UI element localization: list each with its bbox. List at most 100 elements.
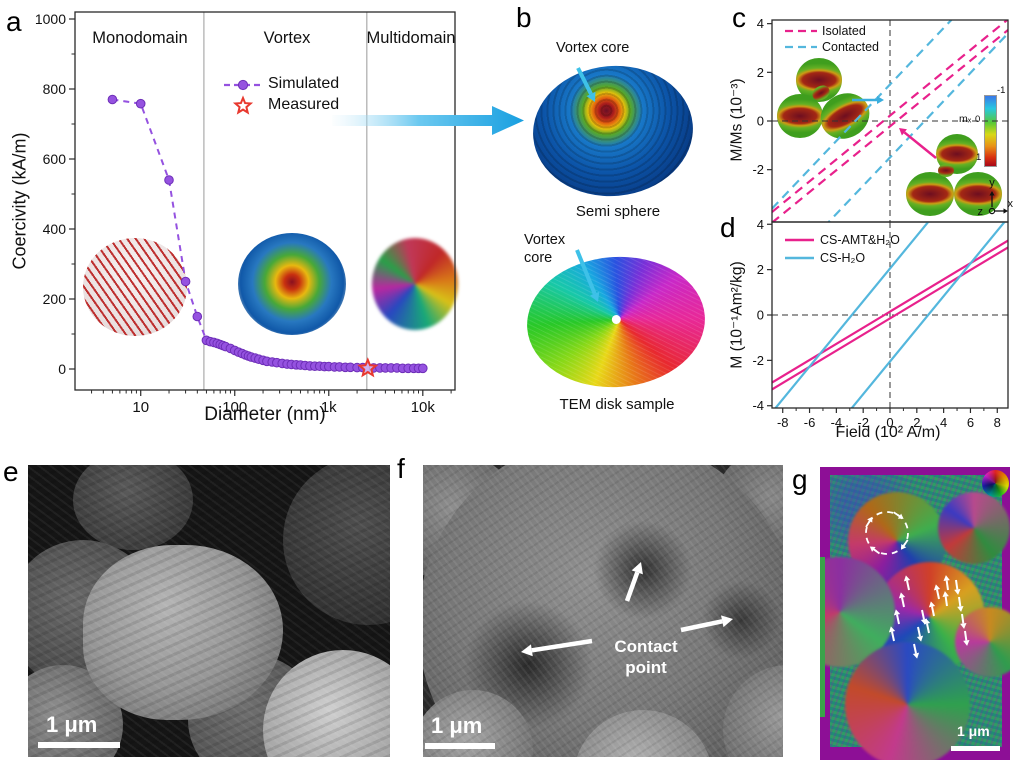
legend-cs-amt-label: CS-AMT&H₂O — [820, 233, 900, 247]
b-vortex-annotation-line1: Vortex — [524, 232, 566, 248]
simulated-point — [218, 340, 228, 351]
isolated-cluster-small-sphere — [938, 164, 954, 177]
b-semi-sphere-caption: Semi sphere — [575, 203, 661, 220]
region-label-multidomain: Multidomain — [366, 29, 456, 47]
panel-label-e: e — [3, 456, 19, 487]
a-y-tick-label: 600 — [43, 151, 67, 167]
simulated-point — [282, 359, 292, 369]
magnetic-domain-map-g — [820, 467, 1010, 760]
simulated-point — [340, 362, 351, 373]
series-line-d — [772, 239, 1008, 384]
simulated-point — [192, 311, 203, 322]
contact-point-spot — [593, 520, 693, 620]
f-contact-annotation-line1: Contact — [614, 637, 678, 656]
series-line-d — [774, 222, 930, 408]
a-y-tick-label: 400 — [43, 221, 67, 237]
simulated-point — [375, 363, 385, 373]
simulated-point — [295, 360, 306, 370]
simulated-point — [267, 357, 278, 367]
vortex-domain-circle — [845, 642, 970, 760]
simulated-point — [164, 175, 174, 185]
panel-label-b: b — [516, 2, 532, 33]
simulated-point — [277, 358, 288, 369]
c-y-tick-label: -2 — [752, 162, 764, 177]
c-y-tick-label: 4 — [757, 16, 764, 31]
colorbar-label: mₓ — [959, 113, 972, 125]
simulated-point — [408, 363, 419, 374]
a-x-tick-label: 10k — [411, 399, 436, 416]
f-contact-annotation-line2: point — [625, 658, 667, 677]
d-x-axis-label: Field (10² A/m) — [835, 424, 941, 441]
map-edge-strip — [820, 557, 825, 717]
simulated-point — [397, 363, 408, 374]
simulated-point — [258, 355, 268, 366]
legend-cs-h2o-label: CS-H₂O — [820, 251, 866, 265]
legend-measured-marker — [232, 95, 254, 115]
simulated-point — [358, 362, 368, 373]
semi-sphere-vortex-image — [527, 59, 699, 203]
legend-isolated-label: Isolated — [822, 24, 866, 38]
d-x-tick-label: 4 — [940, 415, 947, 430]
g-scale-label: 1 μm — [957, 723, 990, 739]
d-x-tick-label: 6 — [967, 415, 974, 430]
simulated-point — [286, 359, 297, 370]
multidomain-inset-image — [372, 238, 458, 330]
tem-disk-image — [522, 250, 710, 394]
d-y-tick-label: 4 — [757, 217, 764, 232]
measured-star-point — [357, 357, 379, 378]
simulated-point — [403, 363, 414, 374]
simulated-point — [413, 363, 424, 374]
d-x-tick-label: 8 — [994, 415, 1001, 430]
simulated-point — [310, 361, 320, 372]
simulated-point — [229, 345, 240, 356]
simulated-point — [319, 361, 330, 372]
simulated-point — [334, 362, 345, 372]
b-vortex-annotation-line2: core — [524, 250, 553, 266]
simulated-point — [135, 98, 146, 109]
sem-texture — [423, 465, 783, 757]
d-y-tick-label: 2 — [757, 262, 764, 277]
simulated-point — [250, 353, 260, 363]
d-y-tick-label: 0 — [757, 308, 764, 323]
vortex-domain-circle — [938, 492, 1010, 564]
monodomain-inset-image — [83, 238, 187, 336]
simulated-point — [305, 361, 315, 371]
e-scale-label: 1 μm — [46, 712, 98, 737]
sem-central-particle — [83, 545, 283, 720]
isolated-inset-arrow — [899, 128, 937, 159]
a-y-tick-label: 200 — [43, 291, 67, 307]
panel-label-f: f — [397, 453, 405, 484]
panel-label-a: a — [6, 6, 22, 37]
simulated-point — [291, 360, 302, 370]
d-y-tick-label: -2 — [752, 353, 764, 368]
panel-label-c: c — [732, 2, 746, 33]
simulated-point — [418, 363, 428, 374]
d-x-tick-label: -6 — [804, 415, 816, 430]
g-scale-bar — [951, 746, 1000, 751]
a-y-tick-label: 800 — [43, 81, 67, 97]
simulated-point — [215, 339, 225, 350]
simulated-point — [363, 362, 373, 373]
simulated-point — [240, 350, 251, 360]
d-plot-box — [771, 221, 1009, 409]
simulated-point — [314, 361, 325, 372]
simulated-point — [352, 362, 362, 373]
simulated-point — [392, 363, 402, 373]
series-line-d — [850, 222, 1006, 408]
region-label-monodomain: Monodomain — [92, 29, 188, 47]
region-label-vortex: Vortex — [263, 29, 311, 47]
isolated-cluster-sphere — [906, 172, 954, 216]
f-scale-label: 1 μm — [431, 713, 483, 738]
a-y-axis-label: Coercivity (kA/m) — [9, 132, 30, 270]
colorbar-bottom-tick: 1 — [976, 152, 982, 163]
simulated-point — [329, 362, 340, 372]
mx-colorbar — [984, 95, 997, 167]
colorbar-top-tick: -1 — [997, 85, 1006, 96]
simulated-point — [272, 357, 282, 368]
c-y-tick-label: 0 — [757, 114, 764, 129]
swirl-texture — [527, 59, 699, 203]
simulated-point — [386, 363, 396, 373]
a-y-tick-label: 1000 — [35, 11, 66, 27]
simulated-point — [324, 361, 334, 372]
simulated-point — [225, 343, 236, 354]
